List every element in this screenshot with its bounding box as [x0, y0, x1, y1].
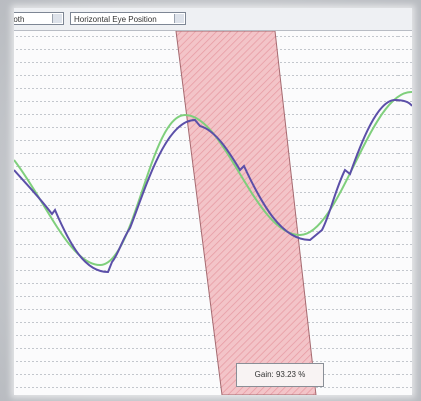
mode-select[interactable]: Both [14, 12, 64, 25]
chart-window: Both Horizontal Eye Position Gain: 93.23… [14, 8, 412, 395]
toolbar: Both Horizontal Eye Position [14, 8, 412, 31]
channel-select[interactable]: Horizontal Eye Position [70, 12, 186, 25]
selection-band [175, 31, 317, 395]
plot-area [14, 31, 412, 395]
eye-trace [14, 98, 412, 274]
gain-label: Gain: 93.23 % [236, 363, 324, 387]
